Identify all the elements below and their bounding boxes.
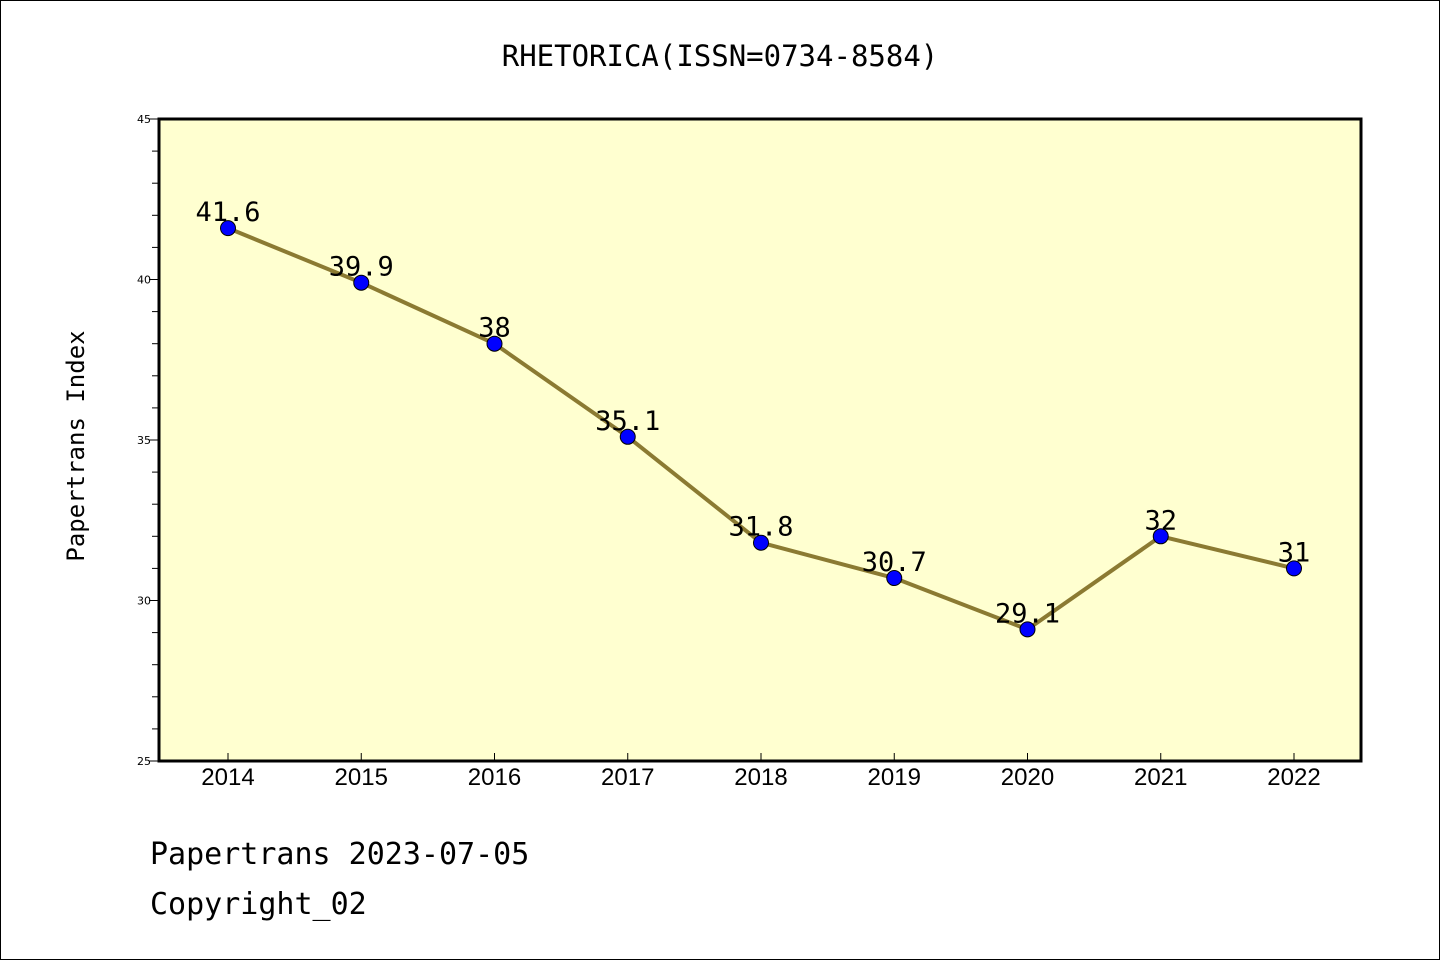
x-tick-label: 2014 [201, 764, 254, 791]
data-point [886, 570, 903, 587]
y-tick-label: 45 [137, 113, 151, 126]
x-tick-label: 2016 [468, 764, 521, 791]
plot-area [157, 117, 1363, 763]
y-tick-label: 30 [137, 595, 151, 608]
chart-title: RHETORICA(ISSN=0734-8584) [502, 39, 939, 73]
footer-copyright: Copyright_02 [150, 887, 367, 922]
x-tick-label: 2019 [868, 764, 921, 791]
y-tick-label: 40 [137, 274, 151, 287]
data-point [619, 428, 636, 445]
data-point [753, 534, 769, 551]
x-tick-label: 2017 [601, 764, 654, 791]
data-label: 39.9 [329, 252, 394, 283]
data-label: 30.7 [862, 547, 927, 578]
data-point [486, 335, 503, 352]
x-tick-label: 2021 [1134, 764, 1187, 791]
data-label: 35.1 [595, 406, 660, 437]
data-label: 38 [478, 313, 511, 344]
data-point [1019, 621, 1036, 638]
data-labels: 41.6 39.9 38 35.1 31.8 30.7 29.1 32 31 [195, 197, 1310, 629]
x-tick-label: 2018 [734, 764, 787, 791]
data-label: 31 [1278, 537, 1311, 568]
data-point [1286, 560, 1302, 577]
data-label: 31.8 [728, 512, 793, 543]
data-label: 29.1 [995, 598, 1060, 629]
data-point [220, 220, 236, 237]
x-tick-label: 2022 [1267, 764, 1320, 791]
y-axis-label: Papertrans Index [62, 330, 90, 561]
y-axis: 25 30 35 40 45 [137, 113, 159, 768]
data-point [1152, 528, 1169, 545]
series-papertrans-index [220, 220, 1302, 638]
data-label: 32 [1144, 505, 1177, 536]
y-tick-label: 25 [137, 755, 151, 768]
data-point [353, 274, 370, 291]
x-tick-label: 2015 [335, 764, 388, 791]
footer-date: Papertrans 2023-07-05 [150, 837, 529, 872]
y-tick-label: 35 [137, 434, 151, 447]
x-tick-label: 2020 [1001, 764, 1054, 791]
x-axis: 2014 2015 2016 2017 2018 2019 2020 2021 2022 [201, 753, 1321, 791]
data-label: 41.6 [195, 197, 260, 228]
